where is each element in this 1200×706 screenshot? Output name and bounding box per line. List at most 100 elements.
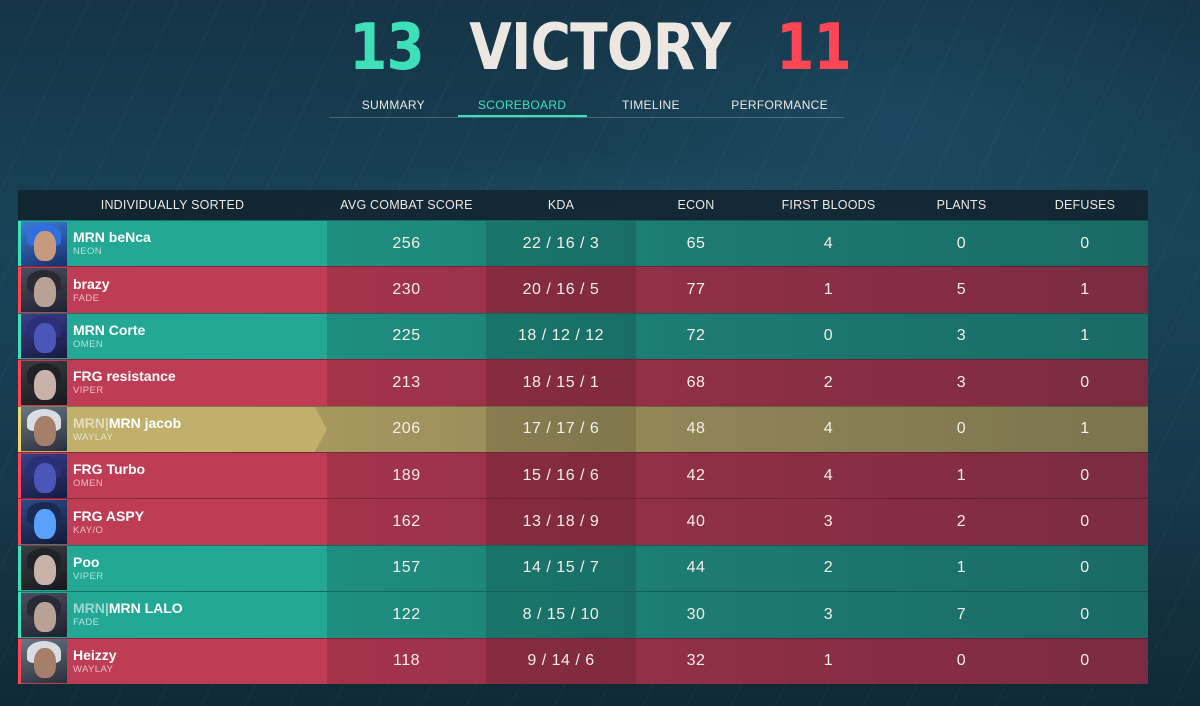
column-header-plants[interactable]: PLANTS [936,198,987,212]
team-marker [18,406,21,452]
table-row[interactable]: brazy FADE 230 20 / 16 / 5 77 1 5 1 [18,266,1148,313]
tab-timeline[interactable]: TIMELINE [622,98,680,112]
viper-portrait-icon [21,360,67,405]
player-cell[interactable]: MRN|MRN jacob WAYLAY [18,407,327,452]
neon-portrait-icon [21,221,67,266]
player-name: Heizzy [73,647,117,664]
table-header: INDIVIDUALLY SORTED AVG COMBAT SCORE KDA… [18,190,1148,220]
player-cell[interactable]: FRG Turbo OMEN [18,453,327,498]
first-bloods-value: 1 [823,281,834,299]
player-cell[interactable]: Heizzy WAYLAY [18,639,327,684]
tab-summary[interactable]: SUMMARY [361,98,425,112]
tab-performance[interactable]: PERFORMANCE [731,98,828,112]
agent-name: FADE [73,292,100,304]
player-cell-background [18,267,327,313]
column-header-defuses[interactable]: DEFUSES [1054,198,1116,212]
enemy-score: 11 [775,11,852,85]
plants-value: 0 [956,234,967,252]
fade-portrait-icon [21,592,67,637]
player-name-text: MRN Corte [73,321,146,338]
player-cell-background [18,406,327,452]
acs-value: 230 [392,281,421,299]
player-cell[interactable]: brazy FADE [18,268,327,313]
party-tag: MRN| [73,600,109,617]
table-row[interactable]: MRN|MRN jacob WAYLAY 206 17 / 17 / 6 48 … [18,405,1148,452]
player-names: MRN|MRN LALO FADE [73,600,183,629]
portrait-face [34,648,56,679]
column-header-acs[interactable]: AVG COMBAT SCORE [340,198,473,212]
column-header-econ[interactable]: ECON [677,198,715,212]
defuses-value: 0 [1080,234,1090,252]
first-bloods-value: 4 [823,234,834,252]
table-row[interactable]: Heizzy WAYLAY 118 9 / 14 / 6 32 1 0 0 [18,637,1148,684]
player-cell[interactable]: MRN|MRN LALO FADE [18,592,327,637]
player-name-text: MRN beNca [73,229,151,246]
kda-value: 20 / 16 / 5 [522,281,600,299]
kda-value: 13 / 18 / 9 [522,513,600,531]
team-marker [18,545,21,592]
acs-value: 256 [392,234,421,252]
player-cell-background [18,499,327,545]
agent-name: WAYLAY [73,431,114,443]
econ-value: 77 [686,281,706,299]
kda-value: 22 / 16 / 3 [522,234,600,252]
kayo-portrait-icon [21,500,67,545]
defuses-value: 0 [1080,605,1090,623]
player-cell[interactable]: FRG ASPY KAY/O [18,500,327,545]
kda-cell-background [486,267,636,313]
table-row[interactable]: Poo VIPER 157 14 / 15 / 7 44 2 1 0 [18,544,1148,592]
portrait-face [34,369,56,400]
econ-value: 72 [686,327,706,345]
player-cell-background [18,545,327,592]
defuses-value: 1 [1080,281,1090,299]
econ-value: 48 [686,420,706,438]
table-row[interactable]: FRG Turbo OMEN 189 15 / 16 / 6 42 4 1 0 [18,451,1148,499]
portrait-face [34,601,56,632]
player-cell-background [18,360,327,406]
first-bloods-value: 2 [823,373,834,391]
player-cell-background [18,221,327,267]
player-names: MRN Corte OMEN [73,322,145,351]
plants-value: 0 [956,420,967,438]
kda-value: 14 / 15 / 7 [522,559,600,577]
econ-value: 40 [686,513,706,531]
kda-cell-background [486,221,636,267]
player-cell[interactable]: FRG resistance VIPER [18,360,327,405]
first-bloods-value: 3 [823,513,834,531]
agent-name: NEON [73,246,103,258]
acs-value: 122 [392,605,421,623]
econ-value: 30 [686,605,706,623]
omen-portrait-icon [21,453,67,498]
kda-cell-background [486,452,636,499]
kda-value: 18 / 15 / 1 [522,373,600,391]
player-cell-background [18,638,327,684]
plants-value: 0 [956,652,967,670]
table-row[interactable]: FRG resistance VIPER 213 18 / 15 / 1 68 … [18,359,1148,406]
table-row[interactable]: MRN|MRN LALO FADE 122 8 / 15 / 10 30 3 7… [18,591,1148,638]
player-cell-background [18,452,327,499]
acs-value: 225 [392,327,421,345]
agent-name: OMEN [73,338,104,350]
column-header-kda[interactable]: KDA [547,198,575,212]
tab-scoreboard[interactable]: SCOREBOARD [457,94,587,117]
player-name-text: FRG Turbo [73,461,146,478]
team-marker [18,638,21,684]
player-name: FRG resistance [73,368,176,385]
column-header-first-bloods[interactable]: FIRST BLOODS [781,198,876,212]
player-cell[interactable]: MRN Corte OMEN [18,314,327,359]
acs-value: 189 [392,466,421,484]
econ-value: 65 [686,234,706,252]
player-cell[interactable]: Poo VIPER [18,546,327,591]
econ-value: 44 [686,559,706,577]
econ-value: 68 [686,373,706,391]
table-row[interactable]: MRN beNca NEON 256 22 / 16 / 3 65 4 0 0 [18,220,1148,267]
kda-cell-background [486,499,636,545]
table-row[interactable]: MRN Corte OMEN 225 18 / 12 / 12 72 0 3 1 [18,312,1148,360]
player-cell[interactable]: MRN beNca NEON [18,221,327,266]
player-names: FRG resistance VIPER [73,368,176,397]
player-names: Heizzy WAYLAY [73,647,117,676]
column-header-player[interactable]: INDIVIDUALLY SORTED [100,198,245,212]
acs-value: 157 [392,559,421,577]
table-row[interactable]: FRG ASPY KAY/O 162 13 / 18 / 9 40 3 2 0 [18,498,1148,545]
kda-cell-background [486,545,636,592]
